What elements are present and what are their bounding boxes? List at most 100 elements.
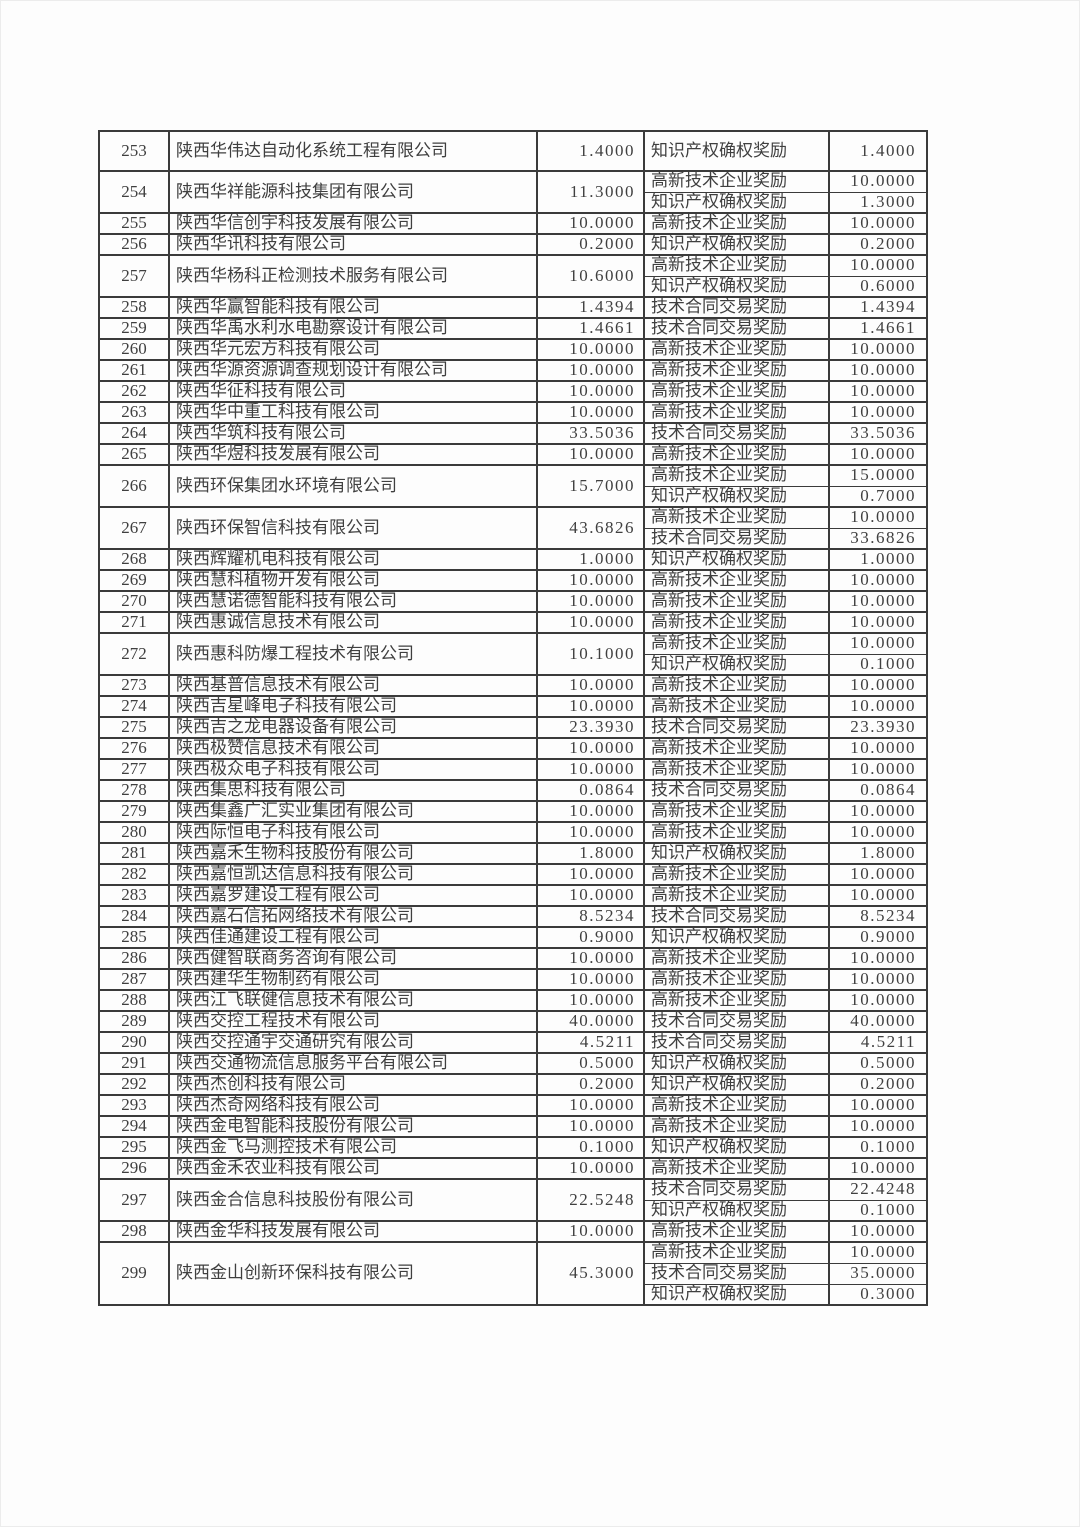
award-type-cell: 技术合同交易奖励 — [643, 1178, 830, 1201]
table-row: 296 陕西金禾农业科技有限公司 10.0000 高新技术企业奖励 10.0000 — [98, 1157, 928, 1180]
table-row: 268 陕西辉耀机电科技有限公司 1.0000 知识产权确权奖励 1.0000 — [98, 548, 928, 571]
total-amount-cell: 15.7000 — [536, 464, 645, 508]
award-amount-cell: 0.1000 — [828, 1136, 928, 1159]
total-amount-cell: 43.6826 — [536, 506, 645, 550]
company-name-cell: 陕西金飞马测控技术有限公司 — [168, 1136, 538, 1159]
award-amount-cell: 10.0000 — [828, 800, 928, 823]
company-name-cell: 陕西华禹水利水电勘察设计有限公司 — [168, 317, 538, 340]
total-amount-cell: 1.4661 — [536, 317, 645, 340]
award-amount-cell: 0.5000 — [828, 1052, 928, 1075]
award-type-cell: 高新技术企业奖励 — [643, 632, 830, 655]
award-amount-cell: 10.0000 — [828, 968, 928, 991]
award-type-cell: 技术合同交易奖励 — [643, 905, 830, 928]
table-row: 259 陕西华禹水利水电勘察设计有限公司 1.4661 技术合同交易奖励 1.4661 — [98, 317, 928, 340]
table-row: 254 陕西华祥能源科技集团有限公司 11.3000 高新技术企业奖励 10.0000 — [98, 170, 928, 214]
award-amount-cell: 10.0000 — [828, 863, 928, 886]
row-number-cell: 262 — [98, 380, 170, 403]
total-amount-cell: 10.0000 — [536, 968, 645, 991]
table-row: 264 陕西华筑科技有限公司 33.5036 技术合同交易奖励 33.5036 — [98, 422, 928, 445]
award-amount-cell: 10.0000 — [828, 884, 928, 907]
award-amount-cell: 0.7000 — [828, 485, 928, 508]
row-number-cell: 289 — [98, 1010, 170, 1033]
total-amount-cell: 22.5248 — [536, 1178, 645, 1222]
company-name-cell: 陕西佳通建设工程有限公司 — [168, 926, 538, 949]
award-type-cell: 技术合同交易奖励 — [643, 779, 830, 802]
row-number-cell: 298 — [98, 1220, 170, 1243]
row-number-cell: 276 — [98, 737, 170, 760]
table-row: 257 陕西华杨科正检测技术服务有限公司 10.6000 高新技术企业奖励 10.000… — [98, 254, 928, 298]
table-row: 292 陕西杰创科技有限公司 0.2000 知识产权确权奖励 0.2000 — [98, 1073, 928, 1096]
row-number-cell: 270 — [98, 590, 170, 613]
award-type-cell: 技术合同交易奖励 — [643, 1010, 830, 1033]
award-type-cell: 知识产权确权奖励 — [643, 926, 830, 949]
total-amount-cell: 10.0000 — [536, 1157, 645, 1180]
award-amount-cell: 10.0000 — [828, 611, 928, 634]
row-number-cell: 278 — [98, 779, 170, 802]
table-row: 260 陕西华元宏方科技有限公司 10.0000 高新技术企业奖励 10.0000 — [98, 338, 928, 361]
table-row: 273 陕西基普信息技术有限公司 10.0000 高新技术企业奖励 10.0000 — [98, 674, 928, 697]
table-row: 272 陕西惠科防爆工程技术有限公司 10.1000 高新技术企业奖励 10.0000 — [98, 632, 928, 676]
award-amount-cell: 4.5211 — [828, 1031, 928, 1054]
total-amount-cell: 10.0000 — [536, 338, 645, 361]
table-row: 265 陕西华煜科技发展有限公司 10.0000 高新技术企业奖励 10.0000 — [98, 443, 928, 466]
award-amount-cell: 10.0000 — [828, 758, 928, 781]
row-number-cell: 288 — [98, 989, 170, 1012]
award-type-cell: 高新技术企业奖励 — [643, 1157, 830, 1180]
award-type-cell: 高新技术企业奖励 — [643, 989, 830, 1012]
award-amount-cell: 10.0000 — [828, 338, 928, 361]
award-amount-cell: 10.0000 — [828, 695, 928, 718]
row-number-cell: 277 — [98, 758, 170, 781]
award-amount-cell: 0.1000 — [828, 653, 928, 676]
table-row: 269 陕西慧科植物开发有限公司 10.0000 高新技术企业奖励 10.0000 — [98, 569, 928, 592]
award-sub-row: 技术合同交易奖励 33.6826 — [99, 527, 928, 550]
award-amount-cell: 10.0000 — [828, 947, 928, 970]
award-type-cell: 知识产权确权奖励 — [643, 1052, 830, 1075]
award-amount-cell: 10.0000 — [828, 170, 928, 193]
row-number-cell: 259 — [98, 317, 170, 340]
award-amount-cell: 10.0000 — [828, 1115, 928, 1138]
table-row: 284 陕西嘉石信拓网络技术有限公司 8.5234 技术合同交易奖励 8.5234 — [98, 905, 928, 928]
award-amount-cell: 0.2000 — [828, 233, 928, 256]
table-row: 258 陕西华赢智能科技有限公司 1.4394 技术合同交易奖励 1.4394 — [98, 296, 928, 319]
award-type-cell: 高新技术企业奖励 — [643, 380, 830, 403]
award-type-cell: 高新技术企业奖励 — [643, 338, 830, 361]
award-type-cell: 高新技术企业奖励 — [643, 1115, 830, 1138]
company-name-cell: 陕西杰奇网络科技有限公司 — [168, 1094, 538, 1117]
total-amount-cell: 1.0000 — [536, 548, 645, 571]
table-row: 280 陕西际恒电子科技有限公司 10.0000 高新技术企业奖励 10.0000 — [98, 821, 928, 844]
award-type-cell: 技术合同交易奖励 — [643, 716, 830, 739]
row-number-cell: 273 — [98, 674, 170, 697]
award-type-cell: 知识产权确权奖励 — [643, 130, 830, 172]
total-amount-cell: 10.0000 — [536, 359, 645, 382]
total-amount-cell: 10.0000 — [536, 947, 645, 970]
award-type-cell: 高新技术企业奖励 — [643, 821, 830, 844]
total-amount-cell: 10.0000 — [536, 821, 645, 844]
award-type-cell: 高新技术企业奖励 — [643, 758, 830, 781]
company-name-cell: 陕西惠诚信息技术有限公司 — [168, 611, 538, 634]
row-number-cell: 255 — [98, 212, 170, 235]
row-number-cell: 284 — [98, 905, 170, 928]
row-number-cell: 292 — [98, 1073, 170, 1096]
table-row: 289 陕西交控工程技术有限公司 40.0000 技术合同交易奖励 40.0000 — [98, 1010, 928, 1033]
award-amount-cell: 1.8000 — [828, 842, 928, 865]
total-amount-cell: 10.0000 — [536, 401, 645, 424]
company-name-cell: 陕西华征科技有限公司 — [168, 380, 538, 403]
table-row: 270 陕西慧诺德智能科技有限公司 10.0000 高新技术企业奖励 10.0000 — [98, 590, 928, 613]
company-name-cell: 陕西嘉罗建设工程有限公司 — [168, 884, 538, 907]
table-row: 281 陕西嘉禾生物科技股份有限公司 1.8000 知识产权确权奖励 1.8000 — [98, 842, 928, 865]
award-sub-row: 知识产权确权奖励 0.1000 — [99, 653, 928, 676]
row-number-cell: 261 — [98, 359, 170, 382]
award-amount-cell: 22.4248 — [828, 1178, 928, 1201]
row-number-cell: 295 — [98, 1136, 170, 1159]
company-name-cell: 陕西嘉禾生物科技股份有限公司 — [168, 842, 538, 865]
award-amount-cell: 15.0000 — [828, 464, 928, 487]
company-name-cell: 陕西华杨科正检测技术服务有限公司 — [168, 254, 538, 298]
row-number-cell: 294 — [98, 1115, 170, 1138]
table-row: 285 陕西佳通建设工程有限公司 0.9000 知识产权确权奖励 0.9000 — [98, 926, 928, 949]
row-number-cell: 297 — [98, 1178, 170, 1222]
award-type-cell: 知识产权确权奖励 — [643, 653, 830, 676]
award-amount-cell: 10.0000 — [828, 1220, 928, 1243]
award-type-cell: 高新技术企业奖励 — [643, 674, 830, 697]
award-type-cell: 技术合同交易奖励 — [643, 422, 830, 445]
